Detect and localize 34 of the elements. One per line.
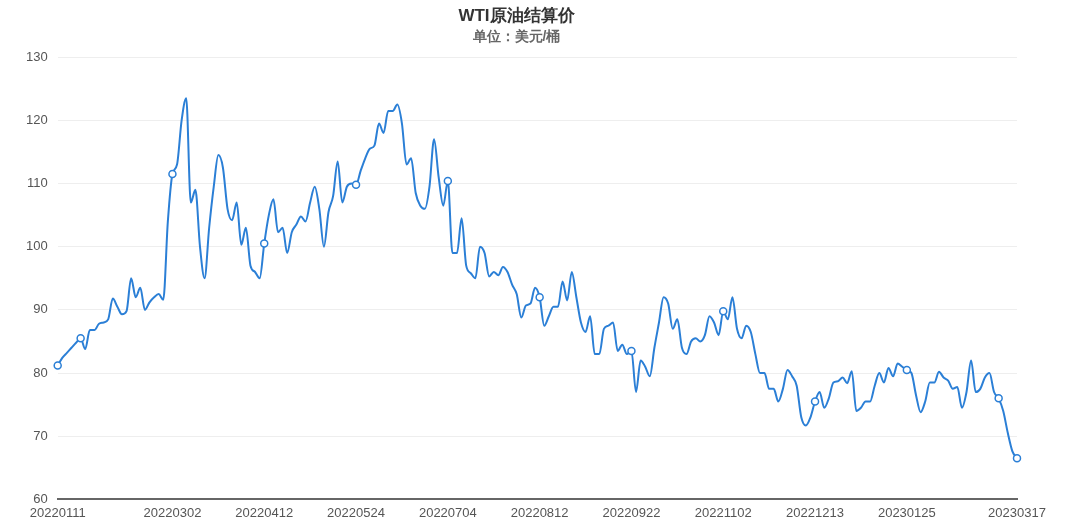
y-tick-label: 110 bbox=[26, 175, 48, 191]
y-tick-label: 100 bbox=[25, 238, 48, 254]
point bbox=[351, 180, 361, 190]
y-tick-label: 70 bbox=[33, 427, 48, 443]
x-tick-label: 20221102 bbox=[694, 504, 752, 520]
point bbox=[76, 334, 85, 343]
point bbox=[810, 397, 820, 406]
point bbox=[627, 346, 636, 356]
point bbox=[535, 293, 544, 302]
x-tick-label: 20220111 bbox=[29, 504, 86, 520]
y-tick-label: 90 bbox=[33, 301, 48, 317]
point bbox=[53, 361, 62, 370]
x-tick-label: 20220524 bbox=[327, 504, 385, 520]
x-tick-label: 20220704 bbox=[418, 504, 477, 520]
y-tick-label: 130 bbox=[25, 48, 48, 64]
point bbox=[994, 394, 1003, 403]
x-tick-label: 20220812 bbox=[510, 504, 569, 520]
x-tick-label: 20221213 bbox=[786, 504, 844, 520]
point bbox=[1012, 454, 1022, 463]
x-tick-label: 20220302 bbox=[143, 504, 202, 520]
chart-subtitle: 单位：美元/桶 bbox=[471, 27, 561, 44]
point bbox=[259, 239, 269, 248]
x-tick-label: 20230125 bbox=[877, 504, 936, 520]
y-tick-label: 60 bbox=[33, 490, 48, 506]
y-tick-label: 120 bbox=[25, 111, 48, 127]
x-tick-label: 20220412 bbox=[235, 504, 294, 520]
point bbox=[168, 169, 177, 179]
point bbox=[902, 365, 912, 375]
x-tick-label: 20220922 bbox=[602, 504, 661, 520]
point bbox=[443, 176, 453, 186]
point bbox=[718, 306, 728, 316]
x-tick-label: 20230317 bbox=[988, 504, 1046, 520]
y-tick-label: 80 bbox=[33, 364, 48, 380]
chart-title: WTI原油结算价 bbox=[458, 5, 576, 25]
